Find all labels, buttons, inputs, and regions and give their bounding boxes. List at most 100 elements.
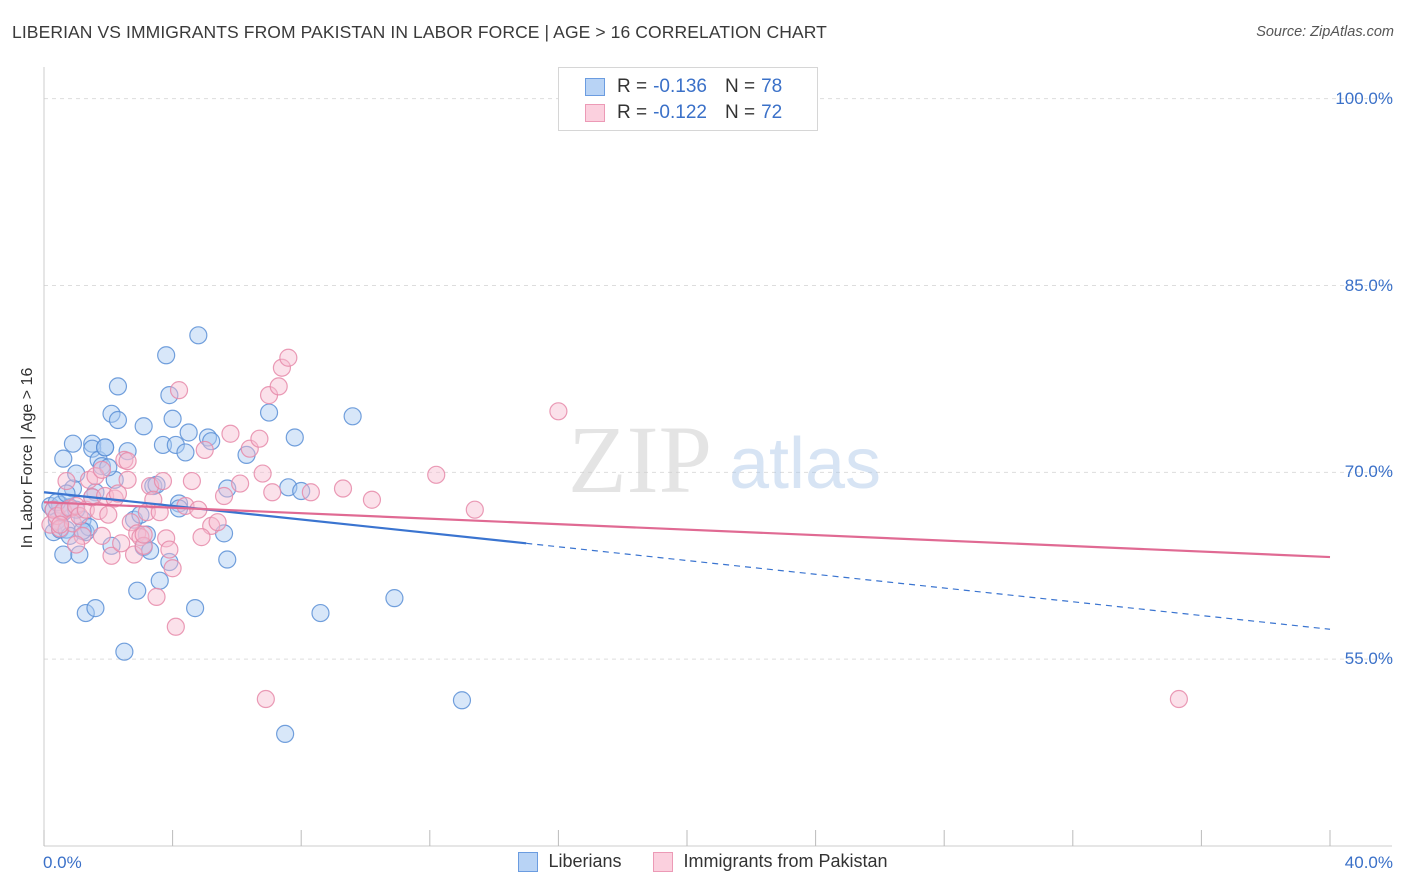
trend-lines [43, 491, 1331, 630]
point-liberians [163, 409, 182, 428]
legend-row-pakistan: R = -0.122 N = 72 [585, 101, 800, 125]
y-tick-label: 70.0% [1344, 462, 1393, 482]
point-liberians [70, 545, 89, 564]
point-pakistan [169, 381, 189, 400]
point-pakistan [465, 500, 484, 519]
point-pakistan [279, 348, 298, 367]
point-pakistan [1169, 689, 1188, 709]
point-pakistan [221, 424, 240, 443]
legend-swatch-blue [585, 78, 605, 96]
point-pakistan [50, 515, 70, 534]
point-pakistan [549, 402, 568, 421]
point-liberians [176, 443, 195, 462]
point-pakistan [108, 484, 128, 503]
trend-line-pakistan [43, 501, 1331, 559]
legend-item-pakistan[interactable]: Immigrants from Pakistan [653, 851, 888, 872]
point-pakistan [253, 464, 272, 483]
point-pakistan [195, 440, 214, 460]
watermark: ZIP atlas [568, 406, 881, 513]
point-pakistan [118, 470, 137, 489]
point-pakistan [99, 505, 118, 524]
point-liberians [218, 550, 237, 569]
point-pakistan [182, 471, 201, 491]
legend-n-label: N = [724, 102, 756, 123]
point-liberians [179, 423, 198, 442]
legend-item-liberians[interactable]: Liberians [518, 851, 621, 872]
legend-n-label: N = [724, 76, 756, 97]
data-points [41, 326, 1188, 744]
point-liberians [76, 603, 95, 623]
point-liberians [186, 599, 205, 618]
trend-line-liberians-projection [526, 542, 1331, 630]
point-pakistan [231, 474, 250, 493]
point-pakistan [263, 483, 282, 502]
point-pakistan [208, 513, 227, 532]
point-liberians [292, 481, 311, 501]
watermark-atlas: atlas [729, 424, 881, 504]
point-pakistan [67, 496, 86, 516]
point-pakistan [272, 358, 292, 377]
watermark-zip: ZIP [568, 406, 712, 513]
point-pakistan [112, 534, 131, 553]
point-liberians [153, 435, 173, 455]
legend-label-pakistan: Immigrants from Pakistan [683, 851, 888, 871]
legend-r-value: -0.136 [653, 76, 707, 97]
axes [43, 67, 1392, 847]
point-pakistan [256, 689, 275, 709]
point-pakistan [147, 587, 166, 606]
correlation-legend: R = -0.136 N = 78 R = -0.122 N = 72 [558, 67, 818, 131]
legend-row-liberians: R = -0.136 N = 78 [585, 75, 800, 99]
point-pakistan [166, 617, 185, 636]
point-liberians [166, 435, 185, 455]
x-tick-label-max: 40.0% [1344, 853, 1393, 872]
point-liberians [63, 434, 83, 453]
point-liberians [311, 603, 330, 623]
legend-r-value: -0.122 [653, 102, 707, 123]
point-pakistan [160, 540, 179, 559]
point-liberians [189, 326, 208, 345]
point-pakistan [92, 460, 111, 479]
point-liberians [276, 724, 295, 744]
point-pakistan [157, 529, 176, 548]
x-tick-label-min: 0.0% [43, 853, 82, 872]
legend-n-value: 78 [761, 76, 783, 97]
series-legend: Liberians Immigrants from Pakistan [0, 851, 1406, 872]
point-liberians [343, 407, 362, 426]
point-pakistan [89, 501, 108, 521]
chart-title: LIBERIAN VS IMMIGRANTS FROM PAKISTAN IN … [12, 22, 827, 42]
legend-r-label: R = [617, 102, 648, 123]
point-pakistan [92, 526, 111, 545]
point-pakistan [240, 439, 259, 458]
point-liberians [115, 642, 134, 661]
point-liberians [157, 346, 176, 365]
point-liberians [128, 581, 147, 600]
legend-label-liberians: Liberians [548, 851, 622, 871]
point-pakistan [118, 452, 137, 471]
point-liberians [285, 428, 304, 447]
point-liberians [160, 386, 179, 405]
legend-n-value: 72 [761, 102, 783, 123]
trend-line-liberians [43, 491, 527, 545]
point-pakistan [102, 546, 121, 565]
point-pakistan [250, 429, 269, 448]
point-liberians [134, 417, 153, 436]
y-tick-label: 85.0% [1344, 275, 1393, 295]
point-liberians [95, 438, 115, 457]
point-pakistan [57, 471, 76, 491]
point-liberians [86, 599, 105, 618]
point-liberians [452, 691, 472, 710]
chart-source: Source: ZipAtlas.com [1256, 24, 1394, 40]
point-liberians [385, 589, 404, 608]
y-axis-label: In Labor Force | Age > 16 [19, 367, 36, 549]
point-pakistan [192, 528, 211, 547]
point-liberians [54, 449, 73, 468]
point-pakistan [269, 377, 288, 396]
point-liberians [83, 439, 102, 458]
point-liberians [108, 377, 128, 396]
point-pakistan [163, 559, 182, 578]
legend-swatch-blue [518, 851, 539, 872]
y-tick-label: 55.0% [1344, 649, 1393, 669]
point-pakistan [121, 513, 140, 532]
point-liberians [54, 545, 73, 564]
point-pakistan [427, 465, 446, 484]
